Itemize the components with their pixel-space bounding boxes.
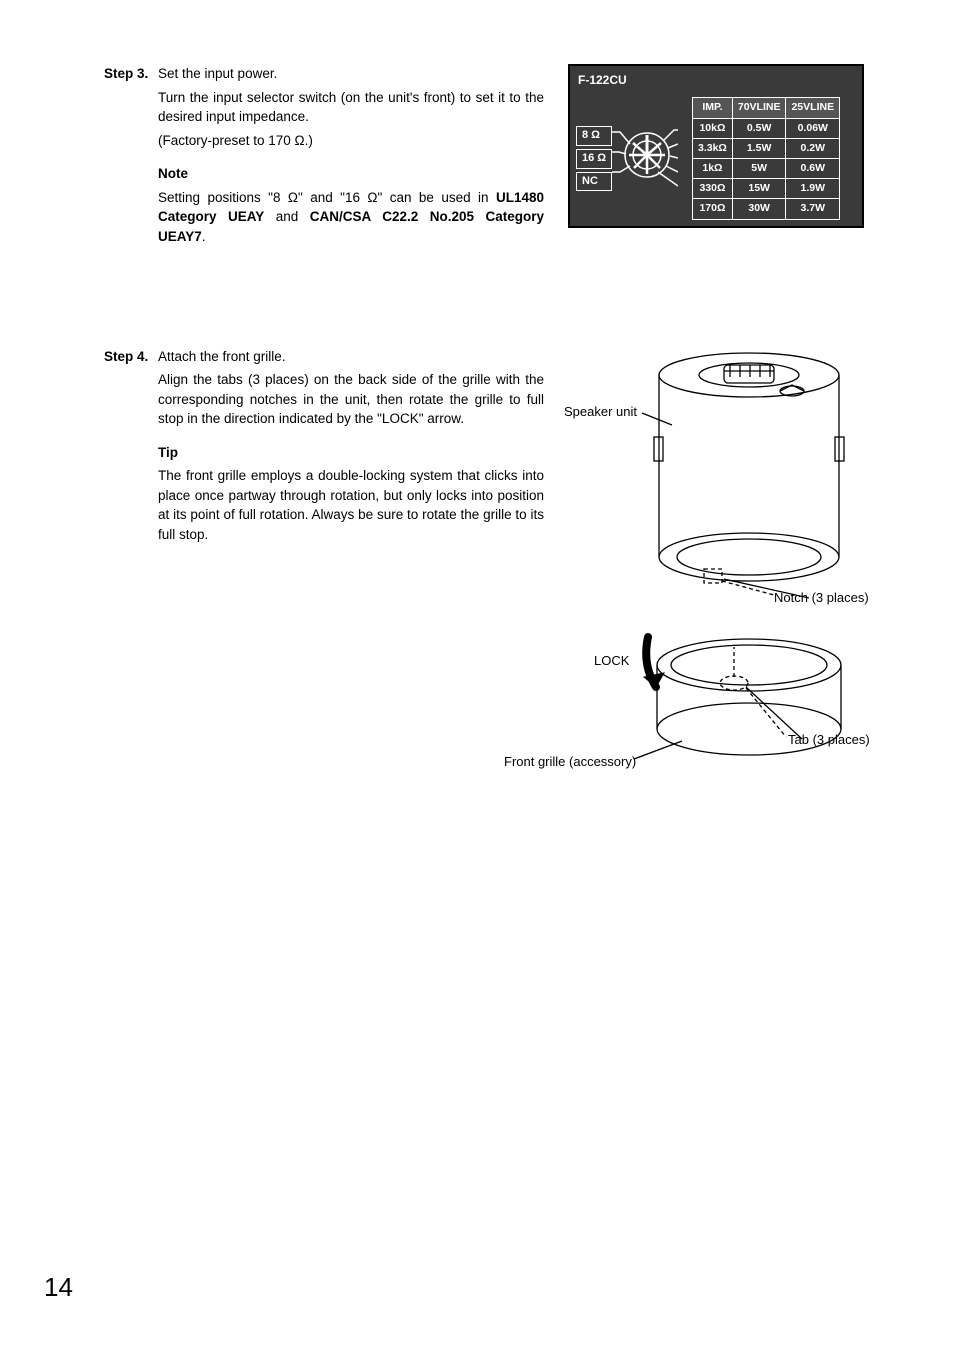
- th-70v: 70VLINE: [732, 98, 786, 118]
- ohm-8: 8 Ω: [576, 126, 612, 146]
- table-row: 10kΩ0.5W0.06W: [693, 118, 840, 138]
- step3-note-body: Setting positions "8 Ω" and "16 Ω" can b…: [158, 188, 544, 247]
- table-row: 3.3kΩ1.5W0.2W: [693, 138, 840, 158]
- impedance-table: IMP. 70VLINE 25VLINE 10kΩ0.5W0.06W 3.3kΩ…: [692, 97, 840, 219]
- selector-panel: F-122CU 8 Ω 16 Ω NC: [568, 64, 864, 228]
- table-row: 170Ω30W3.7W: [693, 199, 840, 219]
- step3-label: Step 3.: [104, 64, 158, 251]
- grille-diagram: Speaker unit Notch (3 places) LOCK Tab (…: [564, 347, 874, 777]
- page-number: 14: [44, 1269, 73, 1307]
- th-25v: 25VLINE: [786, 98, 840, 118]
- ohm-labels: 8 Ω 16 Ω NC: [576, 126, 612, 192]
- th-imp: IMP.: [693, 98, 733, 118]
- label-lock: LOCK: [594, 652, 629, 671]
- step4-label: Step 4.: [104, 347, 158, 777]
- ohm-nc: NC: [576, 172, 612, 192]
- selector-knob-icon: [614, 126, 674, 188]
- label-notch: Notch (3 places): [774, 589, 869, 608]
- step4-body: Attach the front grille. Align the tabs …: [158, 347, 544, 777]
- table-row: 330Ω15W1.9W: [693, 179, 840, 199]
- label-front-grille: Front grille (accessory): [504, 753, 636, 772]
- step3-p1: Turn the input selector switch (on the u…: [158, 88, 544, 127]
- step3-title: Set the input power.: [158, 64, 544, 84]
- step3-body: Set the input power. Turn the input sele…: [158, 64, 544, 251]
- step4-tip-heading: Tip: [158, 443, 544, 463]
- step4-title: Attach the front grille.: [158, 347, 544, 367]
- step4-p1: Align the tabs (3 places) on the back si…: [158, 370, 544, 429]
- step3-note-heading: Note: [158, 164, 544, 184]
- label-speaker-unit: Speaker unit: [564, 403, 637, 422]
- model-label: F-122CU: [574, 70, 858, 97]
- step4-tip-body: The front grille employs a double-lockin…: [158, 466, 544, 544]
- step3-p2: (Factory-preset to 170 Ω.): [158, 131, 544, 151]
- table-row: 1kΩ5W0.6W: [693, 159, 840, 179]
- ohm-16: 16 Ω: [576, 149, 612, 169]
- label-tab: Tab (3 places): [788, 731, 870, 750]
